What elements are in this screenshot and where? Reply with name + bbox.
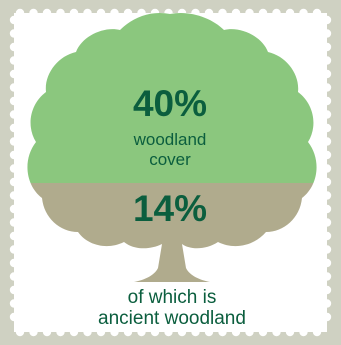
ancient-percent: 14%	[133, 188, 207, 229]
woodland-label-line2: cover	[149, 150, 191, 169]
ancient-caption-line2: ancient woodland	[98, 308, 246, 329]
woodland-label-line1: woodland	[133, 130, 207, 149]
woodland-percent: 40%	[133, 83, 207, 124]
ancient-caption-line1: of which is	[128, 287, 217, 308]
